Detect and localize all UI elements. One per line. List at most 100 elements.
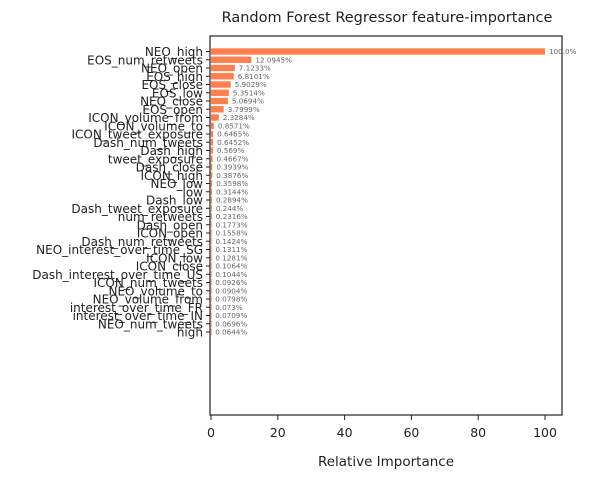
y-tick-label: Dash_tweet_exposure [71, 202, 203, 216]
bar-3 [211, 73, 234, 80]
value-label: 3.7999% [228, 105, 260, 114]
bar-10 [211, 130, 214, 138]
value-label: 0.0696% [215, 319, 247, 328]
value-label: 0.1311% [215, 245, 247, 254]
bar-29 [211, 287, 212, 294]
x-tick-label: 100 [533, 425, 557, 440]
x-axis-label: Relative Importance [318, 454, 454, 470]
y-tick-label: ICON_tweet_exposure [72, 128, 203, 142]
y-tick-label: EOS_close [141, 78, 203, 92]
y-tick-labels: NEO_highEOS_num_retweetsNEO_openEOS_high… [32, 45, 210, 340]
value-label: 0.0798% [215, 295, 247, 304]
bar-14 [211, 163, 213, 171]
x-tick-label: 40 [337, 425, 353, 440]
bar-21 [211, 221, 212, 228]
y-tick-label: NEO_interest_over_time_SG [36, 243, 203, 257]
y-tick-label: Dash_open [137, 218, 203, 232]
value-label: 0.073% [215, 303, 243, 312]
value-label: 0.3598% [216, 179, 248, 188]
value-label: 0.1064% [215, 262, 247, 271]
bar-8 [211, 114, 219, 121]
y-tick-label: Dash_interest_over_time_US [32, 268, 203, 282]
y-tick-label: num_retweets [118, 210, 203, 224]
bar-26 [211, 262, 212, 270]
bar-19 [211, 205, 212, 212]
bar-27 [211, 271, 212, 278]
y-tick-label: ICON_num_tweets [94, 276, 203, 290]
bar-34 [211, 328, 212, 336]
value-label: 0.6465% [217, 130, 249, 139]
bar-5 [211, 89, 229, 96]
y-tick-label: EOS_num_retweets [87, 53, 203, 67]
value-label: 0.6452% [217, 138, 249, 147]
x-axis-ticks: 0 20 40 60 80 100 [207, 415, 557, 440]
bar-13 [211, 155, 213, 162]
value-label: 0.1044% [215, 270, 247, 279]
x-tick-label: 60 [403, 425, 419, 440]
y-tick-label: NEO_low [151, 177, 204, 191]
value-label: 0.3144% [216, 187, 248, 196]
bar-25 [211, 254, 212, 261]
value-label: 0.1281% [215, 253, 247, 262]
value-label: 5.9029% [235, 80, 267, 89]
bar-2 [211, 64, 235, 72]
value-label: 0.244% [216, 204, 244, 213]
y-tick-label: ICON_volume_to [104, 119, 203, 133]
value-label: 0.1424% [215, 237, 247, 246]
bar-23 [211, 238, 212, 245]
chart-title: Random Forest Regressor feature-importan… [222, 10, 553, 26]
bar-18 [211, 196, 212, 204]
bar-32 [211, 312, 212, 319]
bar-17 [211, 188, 213, 195]
y-tick-label: Dash_low [146, 194, 203, 208]
value-label: 0.0926% [215, 278, 247, 287]
x-tick-label: 20 [270, 425, 286, 440]
value-label: 7.1233% [239, 64, 271, 73]
y-tick-label: EOS_high [146, 70, 203, 84]
y-tick-label: ICON_volume_from [88, 111, 203, 125]
y-tick-label: NEO_volume_from [93, 293, 203, 307]
y-tick-label: EOS_open [142, 103, 203, 117]
bar-9 [211, 122, 214, 129]
bar-1 [211, 56, 252, 63]
bar-6 [211, 97, 228, 105]
bar-12 [211, 147, 213, 154]
value-labels: 100.0% 12.0945%7.1233%6.8101%5.9029%5.351… [215, 47, 576, 337]
value-label: 0.8571% [218, 121, 250, 130]
y-tick-label: ICON_close [136, 260, 203, 274]
y-tick-label: Dash_close [136, 161, 203, 175]
value-label: 0.1558% [216, 229, 248, 238]
y-tick-label: ICON_open [137, 227, 203, 241]
y-tick-label: Dash_num_tweets [93, 136, 203, 150]
value-label: 5.3514% [233, 88, 265, 97]
value-label: 0.2316% [216, 212, 248, 221]
bar-28 [211, 279, 212, 286]
plot-frame [209, 35, 563, 416]
value-label: 12.0945% [255, 55, 292, 64]
bar-30 [211, 295, 212, 303]
value-label: 100.0% [549, 47, 577, 56]
bars-group [211, 48, 545, 336]
y-tick-label: interest_over_time_IN [73, 309, 203, 323]
y-tick-label: low [183, 185, 204, 199]
value-label: 6.8101% [238, 72, 270, 81]
y-tick-label: NEO_num_tweets [98, 317, 203, 331]
y-tick-label: NEO_open [141, 62, 203, 76]
value-label: 0.3939% [216, 163, 248, 172]
value-label: 0.1773% [216, 220, 248, 229]
bar-22 [211, 229, 212, 237]
y-tick-label: ICON_low [146, 251, 203, 265]
value-label: 0.0644% [215, 328, 247, 337]
y-tick-label: Dash_high [140, 144, 203, 158]
y-tick-label: EOS_low [152, 86, 203, 100]
y-tick-label: NEO_high [145, 45, 203, 59]
value-label: 0.2894% [216, 196, 248, 205]
bar-0 [211, 48, 545, 55]
x-tick-label: 80 [470, 425, 486, 440]
value-label: 0.569% [217, 146, 245, 155]
x-tick-label: 0 [207, 425, 215, 440]
y-tick-label: Dash_num_retweets [81, 235, 203, 249]
value-label: 2.3284% [223, 113, 255, 122]
